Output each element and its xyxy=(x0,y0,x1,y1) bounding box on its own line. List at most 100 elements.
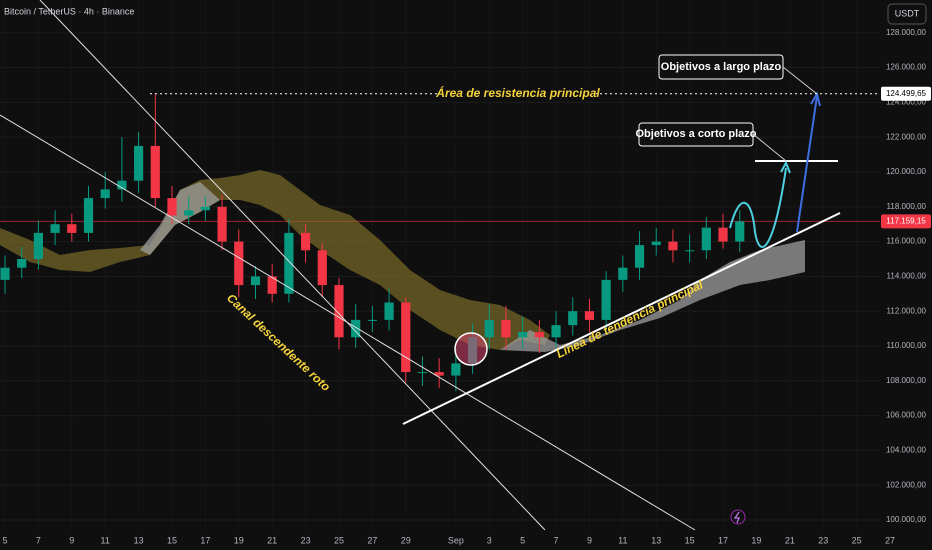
candle-body xyxy=(234,241,244,286)
candle-body xyxy=(83,198,94,233)
arrow-head xyxy=(780,160,791,174)
candle-body xyxy=(701,227,711,251)
candle-body xyxy=(167,198,177,216)
candle-body xyxy=(351,319,361,338)
candle-body xyxy=(184,210,194,216)
x-tick-label: 25 xyxy=(334,535,344,545)
y-tick-label: 116.000,00 xyxy=(887,237,927,246)
candle-body xyxy=(50,224,60,233)
candles xyxy=(0,93,745,392)
x-tick-label: 15 xyxy=(167,535,177,545)
symbol-header: Bitcoin / TetherUS · 4h · Binance xyxy=(4,6,134,16)
candle-body xyxy=(300,232,311,251)
y-tick-label: 118.000,00 xyxy=(887,202,927,211)
x-tick-label: 13 xyxy=(651,535,661,545)
time-scale xyxy=(0,532,932,550)
x-tick-label: 25 xyxy=(852,535,862,545)
candle-body xyxy=(451,363,461,376)
connector xyxy=(752,133,787,162)
annotation: Objetivos a largo plazo xyxy=(661,61,782,73)
candle-body xyxy=(317,250,327,286)
channel-lower xyxy=(0,114,696,531)
candle-body xyxy=(718,227,728,242)
currency-button[interactable] xyxy=(887,3,927,25)
x-tick-label: 11 xyxy=(101,535,110,545)
x-tick-label: 23 xyxy=(301,535,311,545)
candle-body xyxy=(334,285,344,338)
candle-body xyxy=(117,180,127,190)
scale: 100.000,00 102.000,00 104.000,00 106.000,00… xyxy=(886,28,927,524)
candle-body xyxy=(33,232,43,260)
y-tick-label: 112.000,00 xyxy=(887,306,927,315)
y-tick-label: 128.000,00 xyxy=(886,28,927,37)
y-tick-label: 120.000,00 xyxy=(886,167,927,176)
candle-body xyxy=(100,189,110,199)
candle-body xyxy=(200,206,210,211)
candle-body xyxy=(217,206,227,242)
candle-body xyxy=(67,224,77,233)
x-tick-label: 7 xyxy=(554,535,559,545)
x-tick-label: 17 xyxy=(200,535,210,545)
candle-body xyxy=(434,372,444,376)
candle-body xyxy=(401,302,411,373)
candle-body xyxy=(250,276,261,286)
x-tick-label: 17 xyxy=(718,535,728,545)
candle-body xyxy=(367,319,377,321)
x-tick-label: 27 xyxy=(367,535,377,545)
y-tick-label: 108.000,00 xyxy=(886,376,927,385)
x-tick-label: 3 xyxy=(487,535,492,545)
candle-body xyxy=(0,267,10,280)
candle-body xyxy=(534,332,544,338)
projection-curve xyxy=(729,167,787,248)
y-tick-label: 122.000,00 xyxy=(886,132,927,141)
price-label-bg xyxy=(881,214,931,229)
x-tick-label: 13 xyxy=(134,535,144,545)
candle-body xyxy=(568,311,578,326)
candle-body xyxy=(668,241,678,251)
candle-body xyxy=(150,145,160,199)
candle-body xyxy=(417,372,428,374)
breakout-circle xyxy=(454,332,488,366)
candle-body xyxy=(735,221,745,242)
candle-body xyxy=(134,145,144,181)
x-tick-label: 27 xyxy=(885,535,895,545)
candle-body xyxy=(601,279,611,320)
y-tick-label: 126.000,00 xyxy=(886,63,927,72)
event-icon[interactable] xyxy=(730,509,746,525)
annotation: Objetivos a corto plazo xyxy=(635,128,756,140)
trendline xyxy=(402,212,841,425)
candle-body xyxy=(584,311,595,320)
annotation-bg xyxy=(440,85,596,102)
x-tick-label: 23 xyxy=(818,535,828,545)
x-tick-label: 5 xyxy=(3,535,8,545)
candle-body xyxy=(618,267,628,280)
candle-body xyxy=(484,319,494,338)
y-tick-label: 114.000,00 xyxy=(887,272,927,281)
ichimoku-cloud xyxy=(140,182,805,352)
long-projection xyxy=(796,95,818,233)
candle-body xyxy=(284,232,294,294)
x-tick-label: Sep xyxy=(448,535,464,545)
x-tick-label: 9 xyxy=(69,535,74,545)
candle-body xyxy=(518,332,528,338)
x-tick-label: 19 xyxy=(234,535,244,545)
candle-body xyxy=(267,276,277,294)
candle-body xyxy=(551,325,561,338)
price-label-bg xyxy=(881,86,931,101)
candle-body xyxy=(685,250,695,252)
channel-upper xyxy=(39,0,546,531)
y-tick-label: 104.000,00 xyxy=(886,446,927,455)
x-tick-label: 21 xyxy=(267,535,277,545)
annotation: Área de resistencia principal xyxy=(435,85,600,100)
x-tick-label: 11 xyxy=(618,535,627,545)
candle-body xyxy=(501,319,511,338)
candle-body xyxy=(651,241,661,246)
x-tick-label: 29 xyxy=(401,535,411,545)
y-tick-label: 106.000,00 xyxy=(886,411,927,420)
currency-label[interactable]: USDT xyxy=(895,8,920,18)
ichimoku-cloud xyxy=(0,170,550,350)
y-tick-label: 110.000,00 xyxy=(887,341,927,350)
y-tick-label: 124.000,00 xyxy=(886,98,927,107)
